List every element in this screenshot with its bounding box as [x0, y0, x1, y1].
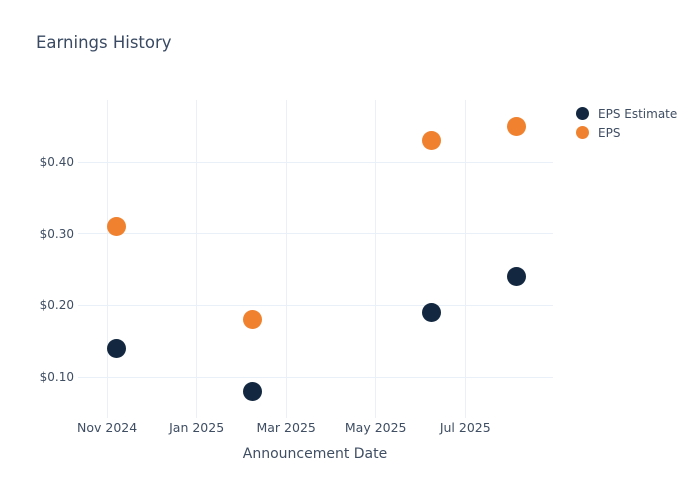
x-tick-mark	[106, 413, 108, 418]
legend-item-eps-estimate[interactable]: EPS Estimate	[576, 104, 677, 123]
grid-line-horizontal	[78, 161, 553, 163]
data-point-eps[interactable]	[106, 217, 126, 237]
y-tick-label: $0.10	[39, 370, 74, 385]
y-tick-label: $0.20	[39, 298, 74, 313]
data-point-eps-estimate[interactable]	[422, 303, 442, 323]
data-point-eps[interactable]	[243, 310, 263, 330]
legend-item-label: EPS	[598, 125, 621, 140]
grid-line-vertical	[464, 100, 466, 413]
x-tick-mark	[375, 413, 377, 418]
legend: EPS Estimate EPS	[576, 104, 677, 142]
grid-line-vertical	[196, 100, 198, 413]
legend-item-label: EPS Estimate	[598, 106, 678, 121]
data-point-eps-estimate[interactable]	[106, 338, 126, 358]
grid-line-horizontal	[78, 376, 553, 378]
legend-item-eps[interactable]: EPS	[576, 123, 677, 142]
x-tick-label: Jan 2025	[169, 420, 225, 435]
x-tick-label: May 2025	[344, 420, 407, 435]
x-axis-title: Announcement Date	[242, 446, 388, 462]
data-point-eps[interactable]	[507, 116, 527, 136]
legend-marker-eps	[576, 126, 589, 139]
grid-line-horizontal	[78, 233, 553, 235]
data-point-eps[interactable]	[422, 131, 442, 150]
chart-title: Earnings History	[36, 33, 172, 52]
x-tick-mark	[196, 413, 198, 418]
grid-line-vertical	[106, 100, 108, 413]
y-tick-label: $0.40	[39, 155, 74, 170]
x-tick-mark	[285, 413, 287, 418]
data-point-eps-estimate[interactable]	[243, 381, 263, 401]
x-tick-mark	[464, 413, 466, 418]
x-tick-label: Mar 2025	[256, 420, 316, 435]
grid-line-vertical	[375, 100, 377, 413]
data-point-eps-estimate[interactable]	[507, 267, 527, 287]
x-tick-label: Jul 2025	[439, 420, 491, 435]
grid-line-horizontal	[78, 304, 553, 306]
y-tick-label: $0.30	[39, 226, 74, 241]
plot-area[interactable]	[78, 100, 553, 413]
x-tick-label: Nov 2024	[77, 420, 138, 435]
legend-marker-eps-estimate	[576, 107, 589, 120]
grid-line-vertical	[285, 100, 287, 413]
